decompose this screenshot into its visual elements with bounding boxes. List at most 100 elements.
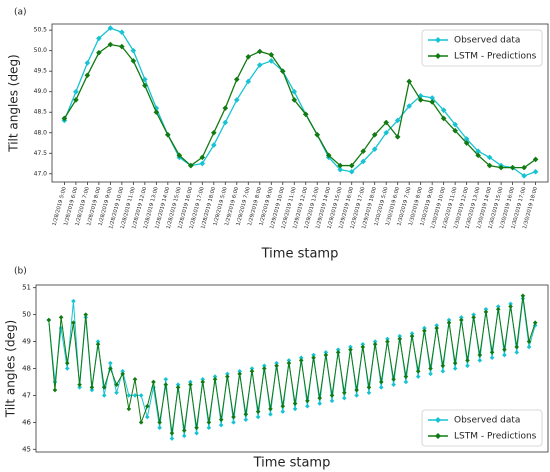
data-point	[237, 368, 242, 374]
data-point	[459, 317, 464, 323]
data-point	[422, 325, 427, 331]
data-point	[194, 425, 199, 431]
data-point	[145, 414, 150, 420]
data-point	[142, 76, 148, 83]
data-point	[446, 317, 452, 323]
series-line	[63, 43, 536, 169]
data-point	[446, 320, 452, 326]
data-point	[335, 347, 341, 352]
x-axis-label: Time stamp	[261, 247, 339, 262]
data-point	[360, 158, 367, 165]
data-point	[323, 350, 329, 355]
y-tick-label: 47	[22, 391, 31, 399]
data-point	[291, 97, 298, 103]
data-point	[475, 152, 481, 159]
data-point	[291, 88, 298, 95]
data-point	[463, 136, 470, 142]
legend: Observed data LSTM - Predictions	[421, 29, 543, 67]
data-point	[84, 72, 91, 79]
data-point	[83, 312, 89, 317]
data-point	[77, 382, 82, 387]
data-point	[114, 382, 119, 387]
data-point	[514, 344, 520, 350]
legend-label: LSTM - Predictions	[454, 432, 537, 442]
y-tick-label: 49.5	[34, 68, 48, 75]
data-point	[317, 395, 323, 401]
data-point	[403, 379, 409, 385]
data-point	[142, 82, 148, 89]
data-point	[206, 420, 212, 425]
data-point	[245, 54, 252, 60]
data-point	[440, 107, 447, 113]
data-point	[52, 379, 58, 385]
data-point	[46, 317, 52, 323]
data-point	[126, 406, 132, 412]
data-point	[231, 414, 236, 420]
legend-label: Observed data	[454, 36, 520, 46]
data-point	[200, 376, 206, 382]
data-point	[348, 168, 355, 175]
legend-marker	[435, 37, 441, 43]
data-point	[225, 371, 230, 377]
data-point	[521, 173, 527, 179]
data-point	[354, 393, 359, 398]
data-point	[391, 376, 396, 382]
data-point	[222, 105, 229, 111]
data-point	[440, 115, 447, 122]
panel-label: (b)	[14, 267, 27, 277]
data-point	[371, 132, 378, 138]
data-point	[372, 341, 378, 347]
data-point	[194, 430, 199, 436]
data-point	[218, 422, 224, 428]
data-point	[292, 401, 298, 406]
data-point	[199, 154, 206, 161]
data-point	[286, 360, 292, 366]
data-point	[218, 417, 224, 422]
data-point	[502, 352, 507, 358]
data-point	[378, 385, 384, 390]
legend-box	[421, 29, 543, 67]
data-point	[274, 363, 279, 369]
data-point	[107, 41, 114, 48]
data-point	[385, 339, 390, 344]
data-point	[486, 154, 493, 161]
data-point	[95, 339, 101, 344]
data-point	[372, 339, 378, 344]
legend-marker	[435, 417, 441, 423]
data-point	[77, 385, 82, 390]
data-point	[465, 363, 470, 369]
data-point	[434, 323, 439, 328]
data-point	[305, 403, 310, 409]
data-point	[403, 374, 409, 379]
data-point	[101, 385, 107, 390]
legend-marker	[435, 433, 441, 439]
data-point	[249, 366, 255, 371]
y-tick-label: 49.0	[34, 88, 48, 95]
plot-frame	[51, 23, 549, 183]
legend-label: LSTM - Predictions	[454, 52, 537, 62]
data-point	[314, 132, 321, 138]
data-point	[199, 160, 206, 167]
data-point	[169, 430, 175, 436]
data-point	[96, 49, 102, 56]
data-point	[409, 331, 415, 336]
data-point	[532, 168, 539, 175]
data-point	[483, 306, 489, 312]
legend-marker	[435, 53, 441, 59]
data-point	[89, 385, 95, 390]
data-point	[233, 76, 240, 83]
data-point	[337, 166, 344, 173]
data-point	[261, 363, 267, 369]
data-point	[145, 403, 150, 409]
data-point	[64, 366, 70, 371]
y-tick-label: 47.5	[34, 150, 48, 157]
data-point	[71, 298, 76, 304]
data-point	[385, 336, 390, 342]
y-tick-label: 50	[22, 311, 31, 319]
data-point	[520, 293, 526, 299]
data-point	[434, 325, 439, 331]
data-point	[311, 352, 316, 358]
data-point	[348, 344, 353, 350]
data-point	[268, 58, 275, 64]
data-point	[298, 358, 304, 363]
